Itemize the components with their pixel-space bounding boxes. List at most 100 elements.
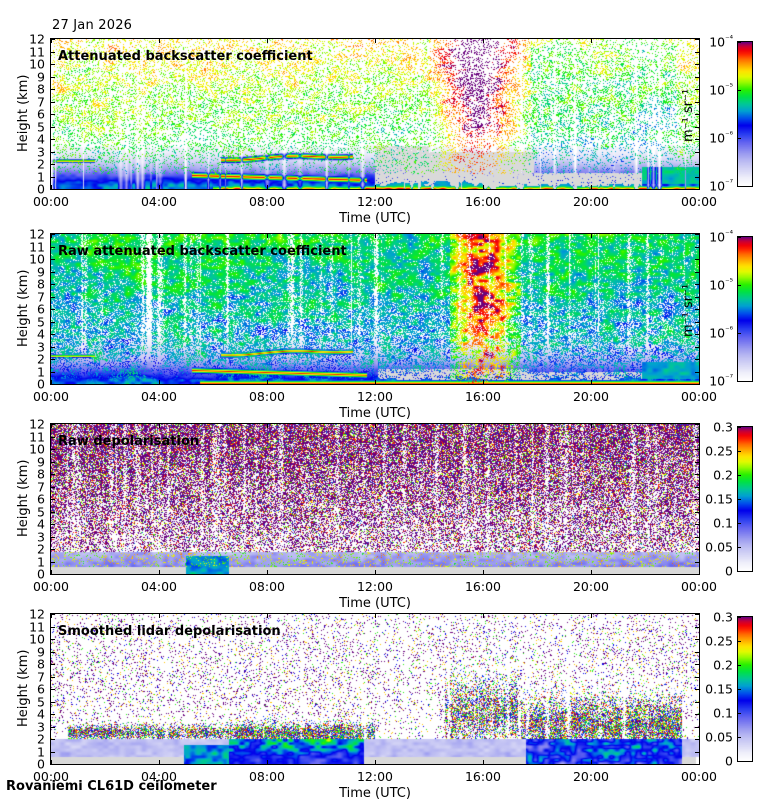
y-axis-tick-label: 7 [37, 289, 45, 305]
y-axis-tick-right [695, 234, 700, 235]
x-axis-tick [699, 380, 700, 385]
plot-area-1[interactable] [50, 38, 700, 190]
y-axis-tick [50, 347, 55, 348]
x-axis-tick-top [159, 613, 160, 618]
x-axis-tick-label: 00:00 [32, 194, 70, 209]
y-axis-tick [50, 359, 55, 360]
y-axis-tick-right [695, 102, 700, 103]
y-axis-tick-label: 11 [29, 44, 45, 60]
x-axis-tick-top [51, 233, 52, 238]
colorbar-tick-label: 0.05 [705, 729, 733, 745]
y-axis-tick-right [695, 614, 700, 615]
y-axis-tick-right [695, 247, 700, 248]
y-axis-tick-label: 8 [37, 656, 45, 672]
y-axis-tick-label: 8 [37, 466, 45, 482]
y-axis-tick-label: 1 [37, 169, 45, 185]
x-axis-tick-top [267, 38, 268, 43]
y-axis-tick-label: 6 [37, 106, 45, 122]
x-axis-tick-label: 00:00 [680, 194, 718, 209]
y-axis-tick-label: 5 [37, 694, 45, 710]
y-axis-tick-right [695, 739, 700, 740]
x-axis-tick-top [591, 38, 592, 43]
x-axis-title: Time (UTC) [339, 406, 411, 421]
x-axis-tick [159, 570, 160, 575]
x-axis-tick-top [699, 613, 700, 618]
plot-area-2[interactable] [50, 233, 700, 385]
colorbar-tick [737, 761, 741, 762]
colorbar-tick-label: 0.25 [705, 443, 733, 459]
station-footer-label: Rovaniemi CL61D ceilometer [6, 779, 217, 794]
y-axis-tick [50, 639, 55, 640]
colorbar-tick-label: 10⁻⁵ [709, 82, 733, 98]
colorbar-tick-label: 10⁻⁶ [709, 130, 733, 146]
y-axis-tick-label: 12 [29, 416, 45, 432]
x-axis-tick-label: 20:00 [572, 194, 610, 209]
plot-panel-3: Raw depolarisation 0 1 2 3 4 5 6 7 8 9 10 11 12 00:00 0… [0, 417, 780, 619]
y-axis-tick-label: 4 [37, 516, 45, 532]
y-axis-tick [50, 752, 55, 753]
y-axis-tick-right [695, 524, 700, 525]
x-axis-tick-top [159, 233, 160, 238]
x-axis-tick-top [591, 613, 592, 618]
x-axis-tick-top [375, 38, 376, 43]
x-axis-tick [375, 570, 376, 575]
y-axis-tick [50, 152, 55, 153]
y-axis-tick-right [695, 702, 700, 703]
x-axis-tick-label: 16:00 [464, 194, 502, 209]
y-axis-tick-right [695, 562, 700, 563]
plot-area-3[interactable] [50, 423, 700, 575]
colorbar-tick-label: 0.05 [705, 539, 733, 555]
y-axis-title: Height (km) [16, 269, 31, 347]
x-axis-tick-top [51, 613, 52, 618]
y-axis-tick-label: 4 [37, 131, 45, 147]
y-axis-tick-right [695, 64, 700, 65]
colorbar-tick-label: 10⁻⁶ [709, 325, 733, 341]
y-axis-tick-right [695, 334, 700, 335]
x-axis-tick-label: 08:00 [248, 769, 286, 784]
y-axis-tick-right [695, 487, 700, 488]
y-axis-tick-label: 12 [29, 31, 45, 47]
x-axis-tick [267, 185, 268, 190]
y-axis-tick [50, 77, 55, 78]
y-axis-title: Height (km) [16, 74, 31, 152]
x-axis-tick-label: 12:00 [356, 769, 394, 784]
y-axis-tick [50, 474, 55, 475]
colorbar-tick-label: 10⁻⁷ [709, 373, 733, 389]
x-axis-tick-top [267, 613, 268, 618]
y-axis-tick-right [695, 449, 700, 450]
y-axis-tick [50, 114, 55, 115]
x-axis-tick [591, 570, 592, 575]
y-axis-tick-right [695, 52, 700, 53]
plot-panel-1: Attenuated backscatter coefficient 0 1 2 3 4 5… [0, 32, 780, 234]
y-axis-tick [50, 127, 55, 128]
x-axis-tick-top [699, 233, 700, 238]
y-axis-tick [50, 764, 55, 765]
colorbar-2 [737, 236, 753, 382]
x-axis-tick-top [699, 38, 700, 43]
y-axis-tick [50, 189, 55, 190]
colorbar-tick-label: 0 [725, 753, 733, 769]
y-axis-tick-right [695, 164, 700, 165]
plot-area-4[interactable] [50, 613, 700, 765]
x-axis-tick-top [375, 613, 376, 618]
x-axis-tick-top [51, 423, 52, 428]
y-axis-tick [50, 524, 55, 525]
y-axis-tick-label: 3 [37, 144, 45, 160]
y-axis-tick-label: 0 [37, 376, 45, 392]
colorbar-tick [737, 285, 741, 286]
y-axis-tick-label: 1 [37, 364, 45, 380]
x-axis-tick-label: 12:00 [356, 389, 394, 404]
x-axis-tick-label: 04:00 [140, 194, 178, 209]
y-axis-tick-label: 5 [37, 119, 45, 135]
x-axis-tick-top [267, 233, 268, 238]
y-axis-tick [50, 549, 55, 550]
x-axis-tick-label: 00:00 [680, 389, 718, 404]
colorbar-tick [737, 665, 741, 666]
x-axis-tick-label: 16:00 [464, 389, 502, 404]
y-axis-tick [50, 614, 55, 615]
x-axis-tick [591, 380, 592, 385]
x-axis-tick [483, 380, 484, 385]
heatmap-canvas-3 [51, 424, 699, 574]
y-axis-tick [50, 64, 55, 65]
